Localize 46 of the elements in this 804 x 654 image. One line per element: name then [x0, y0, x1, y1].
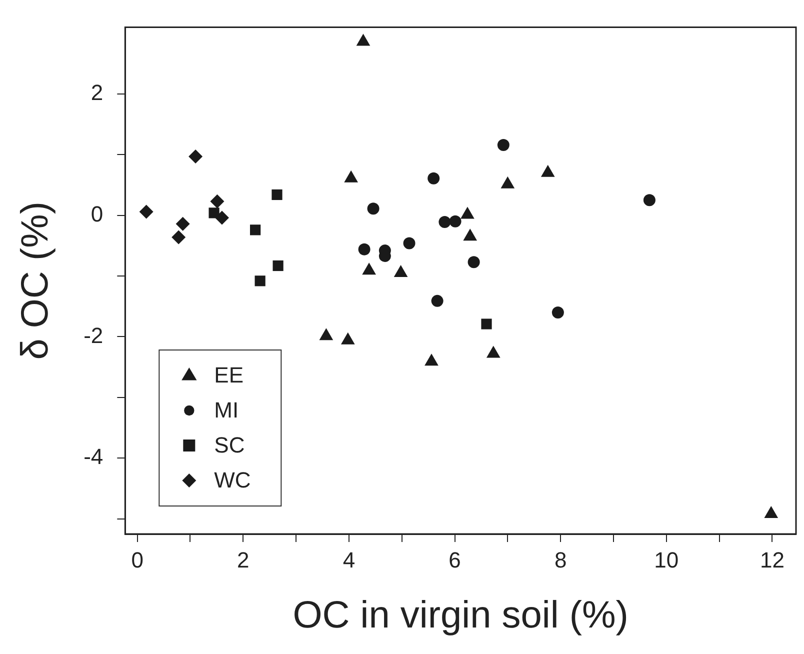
legend-label: MI [214, 398, 239, 423]
x-tick-label: 8 [554, 547, 567, 572]
y-tick-label: 2 [90, 80, 104, 106]
point [428, 172, 440, 184]
x-tick-label: 2 [237, 547, 250, 572]
legend-label: EE [214, 362, 244, 388]
point [272, 189, 282, 200]
point [449, 215, 462, 228]
y-tick-label: -4 [84, 444, 104, 470]
point [319, 328, 334, 340]
point [139, 204, 154, 219]
y-axis-title: δ OC (%) [14, 201, 56, 360]
point [431, 294, 444, 307]
point [468, 256, 480, 268]
x-axis-title: OC in virgin soil (%) [292, 594, 628, 637]
y-tick-label: 0 [90, 201, 104, 226]
point [254, 276, 266, 286]
x-tick-label: 4 [342, 547, 356, 572]
point [272, 260, 284, 272]
point [394, 265, 408, 278]
point [250, 224, 261, 236]
point [367, 202, 380, 215]
point [497, 138, 510, 151]
point [172, 230, 186, 244]
x-tick-label: 6 [448, 547, 461, 572]
x-tick-label: 0 [131, 547, 144, 572]
point [481, 318, 492, 330]
point [643, 194, 656, 206]
point [208, 208, 220, 218]
point [340, 332, 355, 344]
point [358, 243, 370, 256]
point [424, 354, 438, 366]
point [764, 506, 778, 518]
legend-label: WC [214, 468, 251, 493]
legend-label: SC [214, 432, 245, 458]
point [188, 149, 203, 164]
point [210, 194, 224, 208]
y-tick-label: -2 [84, 322, 104, 348]
point [403, 237, 416, 250]
point [438, 216, 451, 228]
point [176, 216, 190, 231]
x-tick-label: 10 [654, 547, 679, 572]
point [552, 306, 564, 318]
point [486, 346, 500, 358]
x-tick-label: 12 [760, 547, 784, 572]
point [362, 262, 376, 275]
